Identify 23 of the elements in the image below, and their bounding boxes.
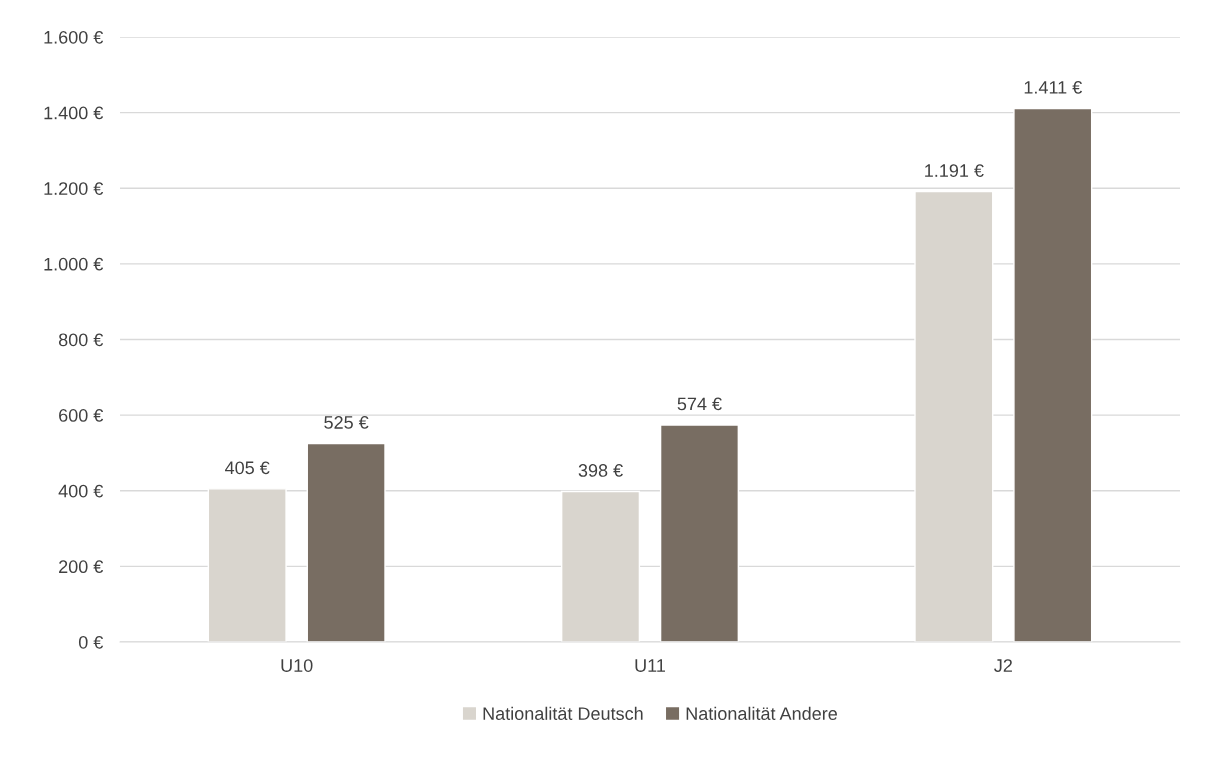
data-label: 405 € <box>225 461 270 475</box>
y-tick-label: 0 € <box>78 635 104 649</box>
y-tick-label: 1.200 € <box>44 182 104 195</box>
data-label: 398 € <box>578 464 623 477</box>
y-tick-label: 1.600 € <box>44 30 104 44</box>
data-label: 525 € <box>324 416 369 429</box>
y-tick-label: 1.000 € <box>44 257 104 271</box>
data-label: 1.411 € <box>1024 81 1082 94</box>
bar <box>659 424 740 642</box>
bar <box>306 442 386 642</box>
data-label: 1.191 € <box>925 164 984 177</box>
bar <box>1013 107 1093 642</box>
y-tick-label: 400 € <box>58 484 104 498</box>
data-label: 574 € <box>677 397 722 411</box>
legend-label: Nationalität Deutsch <box>483 706 643 721</box>
x-tick-label: J2 <box>994 659 1012 672</box>
x-tick-label: U11 <box>635 659 666 672</box>
legend-label: Nationalität Andere <box>686 706 837 721</box>
y-tick-label: 200 € <box>59 560 104 574</box>
y-tick-label: 800 € <box>58 333 104 347</box>
y-tick-label: 1.400 € <box>44 106 104 120</box>
y-tick-label: 600 € <box>59 409 104 422</box>
x-tick-label: U10 <box>281 659 313 672</box>
